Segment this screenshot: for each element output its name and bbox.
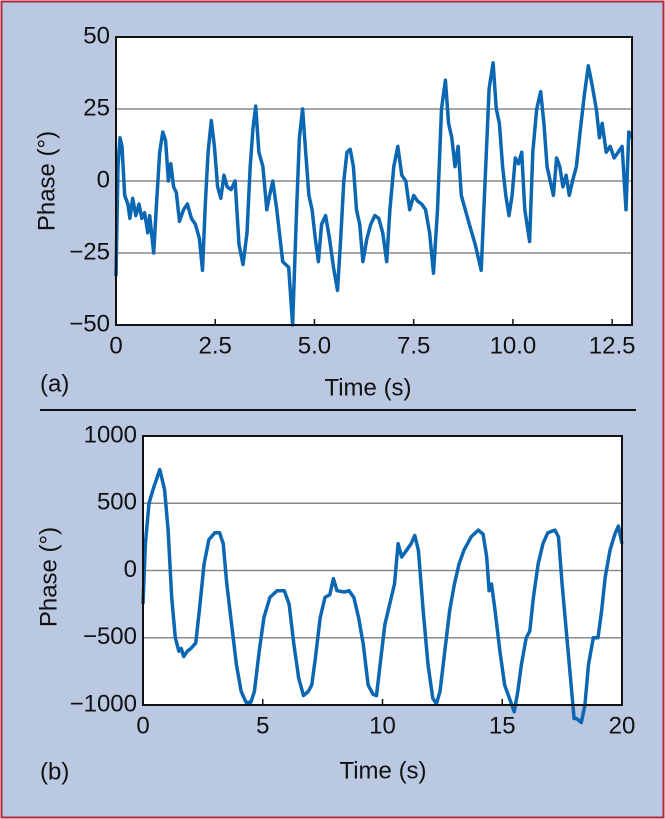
x-tick-label: 10 [369,712,396,739]
y-tick-label: 50 [83,22,110,49]
x-tick-label: 0 [136,712,149,739]
y-axis-label: Phase (°) [33,131,60,231]
panel-label: (b) [40,758,69,785]
x-tick-label: 20 [609,712,636,739]
y-tick-label: −500 [83,623,137,650]
plot-frame [115,36,633,326]
x-tick-label: 7.5 [397,332,430,359]
x-tick-label: 12.5 [589,332,636,359]
plot-frame [142,435,623,706]
data-line [114,61,634,327]
panel-label: (a) [40,370,69,397]
y-tick-label: 25 [83,94,110,121]
y-tick-label: 1000 [84,421,137,448]
x-tick-label: 0 [109,332,122,359]
x-tick-label: 2.5 [199,332,232,359]
y-tick-label: −25 [69,238,110,265]
y-axis-label: Phase (°) [35,527,62,627]
data-line [141,467,624,725]
y-tick-label: −50 [69,310,110,337]
x-tick-label: 5 [256,712,269,739]
y-tick-label: 500 [97,489,137,516]
x-tick-label: 5.0 [298,332,331,359]
x-axis-label: Time (s) [339,757,426,784]
y-tick-label: −1000 [70,690,137,717]
y-tick-label: 0 [124,556,137,583]
x-tick-label: 15 [489,712,516,739]
y-tick-label: 0 [97,166,110,193]
x-tick-label: 10.0 [490,332,537,359]
x-axis-label: Time (s) [324,374,411,401]
